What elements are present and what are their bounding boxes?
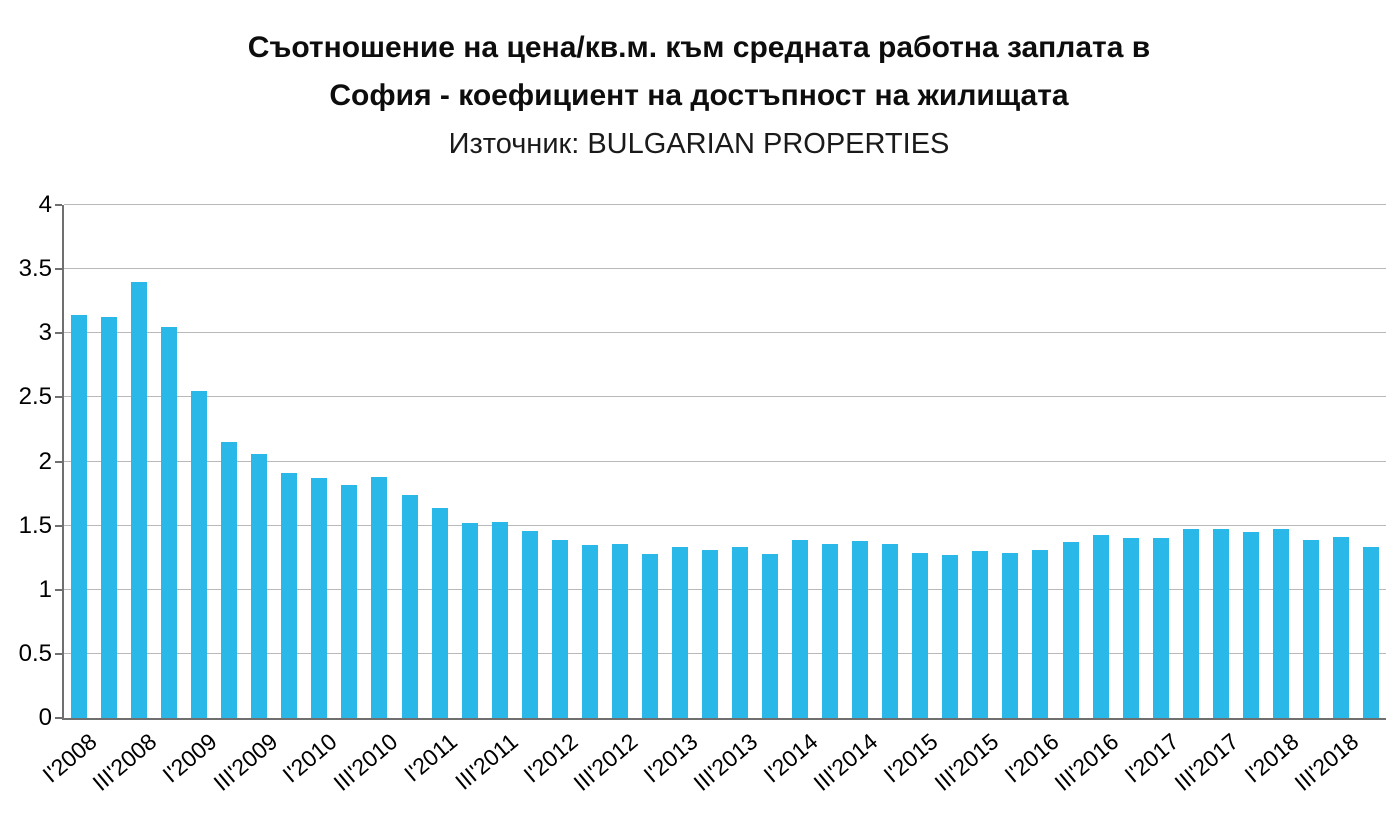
y-tick-label: 1 xyxy=(38,575,52,603)
bar xyxy=(641,553,658,718)
bar xyxy=(341,484,358,718)
bar xyxy=(1002,552,1019,718)
y-axis-tick xyxy=(55,332,62,335)
chart-title-block: Съотношение на цена/кв.м. към средната р… xyxy=(0,24,1398,168)
bar xyxy=(161,326,178,718)
y-grid-line xyxy=(64,652,1386,654)
bar xyxy=(972,551,989,718)
chart-title-line2: София - коефициент на достъпност на жили… xyxy=(329,79,1069,112)
bar xyxy=(762,553,779,718)
y-axis-tick xyxy=(55,204,62,206)
chart-title-line1: Съотношение на цена/кв.м. към средната р… xyxy=(247,31,1151,64)
bar xyxy=(71,315,88,718)
y-grid-line xyxy=(64,268,1386,270)
y-axis-tick xyxy=(55,588,62,591)
bar xyxy=(1242,532,1259,718)
bar xyxy=(281,473,298,718)
plot-area xyxy=(62,204,1386,720)
x-tick-label: III'2017 xyxy=(1169,728,1244,796)
y-grid-line xyxy=(64,460,1386,462)
bar xyxy=(431,507,448,718)
bar xyxy=(191,390,208,718)
bar xyxy=(1182,529,1199,718)
bar xyxy=(491,521,508,718)
y-grid-line xyxy=(64,204,1386,205)
y-tick-label: 0.5 xyxy=(18,639,52,667)
bar xyxy=(401,494,418,718)
bar xyxy=(101,316,118,718)
x-tick-label: III'2011 xyxy=(449,728,523,795)
x-tick-label: III'2009 xyxy=(208,728,283,796)
bar xyxy=(1272,529,1289,718)
y-axis-tick xyxy=(55,460,62,463)
y-axis-tick xyxy=(55,717,62,719)
y-axis-tick xyxy=(55,524,62,527)
y-axis-tick xyxy=(55,396,62,399)
bar xyxy=(1212,529,1229,718)
x-tick-label: III'2012 xyxy=(568,728,643,796)
y-tick-label: 2 xyxy=(38,447,52,475)
bar xyxy=(1332,537,1349,718)
bar xyxy=(1062,542,1079,718)
bar xyxy=(521,530,538,718)
chart-source-line: Източник: BULGARIAN PROPERTIES xyxy=(448,128,950,160)
bar xyxy=(461,523,478,718)
bar xyxy=(581,544,598,718)
bar xyxy=(671,547,688,718)
x-tick-label: III'2014 xyxy=(808,728,883,796)
bar xyxy=(882,543,899,718)
bar xyxy=(371,476,388,718)
bar xyxy=(131,281,148,718)
y-tick-label: 4 xyxy=(38,191,52,218)
bar xyxy=(611,543,628,718)
bar xyxy=(1152,538,1169,718)
x-tick-label: III'2010 xyxy=(328,728,403,796)
bar xyxy=(251,453,268,718)
y-grid-line xyxy=(64,588,1386,590)
bar xyxy=(1362,547,1379,718)
y-tick-label: 3.5 xyxy=(18,255,52,283)
bar xyxy=(912,552,929,718)
y-tick-label: 2.5 xyxy=(18,383,52,411)
x-tick-label: III'2013 xyxy=(688,728,763,796)
y-tick-label: 0 xyxy=(38,704,52,731)
x-tick-label: III'2008 xyxy=(87,728,162,796)
bar xyxy=(792,539,809,718)
bar xyxy=(732,547,749,718)
bar xyxy=(311,478,328,718)
bar xyxy=(1092,534,1109,718)
bar xyxy=(1122,538,1139,718)
y-grid-line xyxy=(64,332,1386,334)
y-axis-tick xyxy=(55,268,62,271)
y-grid-line xyxy=(64,524,1386,526)
bar xyxy=(221,442,238,718)
bar xyxy=(1302,539,1319,718)
x-tick-label: III'2015 xyxy=(929,728,1004,796)
y-tick-label: 3 xyxy=(38,319,52,347)
x-tick-label: III'2016 xyxy=(1049,728,1124,796)
y-tick-label: 1.5 xyxy=(18,511,52,539)
bar xyxy=(551,539,568,718)
x-tick-label: III'2018 xyxy=(1289,728,1364,796)
y-axis-tick xyxy=(55,652,62,655)
bar xyxy=(1032,550,1049,718)
bar xyxy=(852,541,869,718)
bar xyxy=(701,550,718,718)
bar xyxy=(942,555,959,718)
y-grid-line xyxy=(64,396,1386,398)
bar xyxy=(822,543,839,718)
